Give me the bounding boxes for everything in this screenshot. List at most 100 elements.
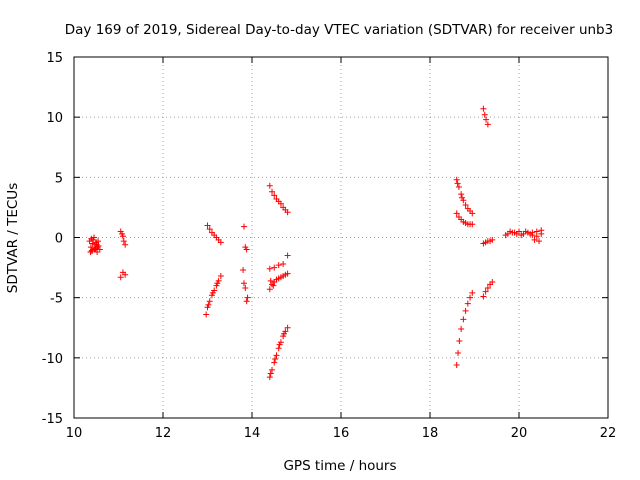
data-point	[460, 316, 467, 323]
data-point	[458, 325, 465, 332]
series-sat-a	[86, 234, 103, 255]
series-sat-d	[204, 222, 224, 246]
data-point	[518, 232, 525, 239]
data-point	[270, 282, 277, 289]
data-point	[273, 352, 280, 359]
series-sat-r	[502, 227, 545, 245]
series-sat-c	[117, 269, 129, 281]
series-sat-f	[240, 223, 250, 253]
data-point	[122, 241, 129, 248]
data-point	[284, 252, 291, 259]
data-point	[271, 264, 278, 271]
series-sat-m	[453, 210, 476, 228]
series-sat-i	[266, 252, 291, 272]
data-point	[205, 301, 212, 308]
y-tick-label: 5	[55, 171, 63, 186]
series-sat-h	[266, 182, 291, 216]
data-point	[484, 285, 491, 292]
data-point	[244, 294, 251, 301]
data-point	[469, 210, 476, 217]
data-point	[267, 277, 274, 284]
data-point	[206, 226, 213, 233]
axis-ticks	[73, 56, 609, 419]
x-tick-label: 10	[66, 426, 83, 441]
data-point	[480, 105, 487, 112]
data-point	[453, 176, 460, 183]
data-point	[453, 210, 460, 217]
data-point	[240, 280, 247, 287]
series-sat-b	[117, 228, 129, 248]
y-tick-label: -15	[42, 412, 63, 427]
data-point	[504, 230, 511, 237]
data-point	[538, 227, 545, 234]
data-point	[531, 236, 538, 243]
data-point	[480, 293, 487, 300]
data-point	[217, 273, 224, 280]
data-point	[459, 194, 466, 201]
series-sat-p	[480, 236, 496, 247]
x-tick-label: 16	[333, 426, 350, 441]
series-sat-g	[240, 266, 251, 305]
series-sat-e	[203, 273, 224, 318]
data-point	[281, 330, 288, 337]
x-tick-label: 22	[600, 426, 617, 441]
data-point	[533, 233, 540, 240]
data-point	[284, 209, 291, 216]
axis-tick-labels: 10 12 14 16 18 20 22 -15 -10 -5 0 5 10 15	[42, 51, 617, 441]
data-point	[276, 341, 283, 348]
data-point	[522, 228, 529, 235]
data-point	[469, 221, 476, 228]
data-point	[120, 238, 127, 245]
data-point	[275, 262, 282, 269]
grid	[74, 57, 608, 418]
y-axis-label: SDTVAR / TECUs	[5, 183, 21, 293]
data-point	[242, 285, 249, 292]
data-point	[469, 289, 476, 296]
series-sat-l	[453, 176, 476, 217]
data-point	[467, 294, 474, 301]
x-tick-label: 14	[244, 426, 261, 441]
series-sat-j	[266, 270, 291, 293]
series-sat-o	[480, 105, 491, 128]
data-point	[271, 359, 278, 366]
data-point	[275, 345, 282, 352]
data-point	[482, 288, 489, 295]
data-point	[266, 286, 273, 293]
data-point	[271, 192, 278, 199]
data-point	[95, 238, 102, 245]
data-point	[267, 370, 274, 377]
data-point	[203, 311, 210, 318]
data-point	[243, 298, 250, 305]
series-sat-k	[266, 324, 291, 381]
data-point	[91, 246, 98, 253]
data-point	[481, 111, 488, 118]
y-tick-label: -10	[42, 352, 63, 367]
x-axis-label: GPS time / hours	[283, 458, 396, 474]
data-point	[277, 200, 284, 207]
data-point	[209, 289, 216, 296]
data-point	[204, 222, 211, 229]
data-point	[458, 191, 465, 198]
data-point	[266, 265, 273, 272]
series-sat-q	[480, 279, 496, 300]
data-point	[456, 337, 463, 344]
data-point	[513, 230, 520, 237]
data-point	[484, 121, 491, 128]
data-point	[464, 300, 471, 307]
data-point	[462, 307, 469, 314]
data-point	[453, 362, 460, 369]
data-point	[455, 350, 462, 357]
x-tick-label: 12	[155, 426, 172, 441]
y-tick-label: 0	[55, 232, 63, 247]
data-point	[93, 241, 100, 248]
data-point	[240, 223, 247, 230]
data-point	[214, 280, 221, 287]
series-sat-n	[453, 289, 476, 369]
data-point	[88, 235, 95, 242]
data-point	[284, 270, 291, 277]
data-point	[489, 279, 496, 286]
data-point	[269, 188, 276, 195]
data-point	[206, 298, 213, 305]
data-point	[483, 116, 490, 123]
